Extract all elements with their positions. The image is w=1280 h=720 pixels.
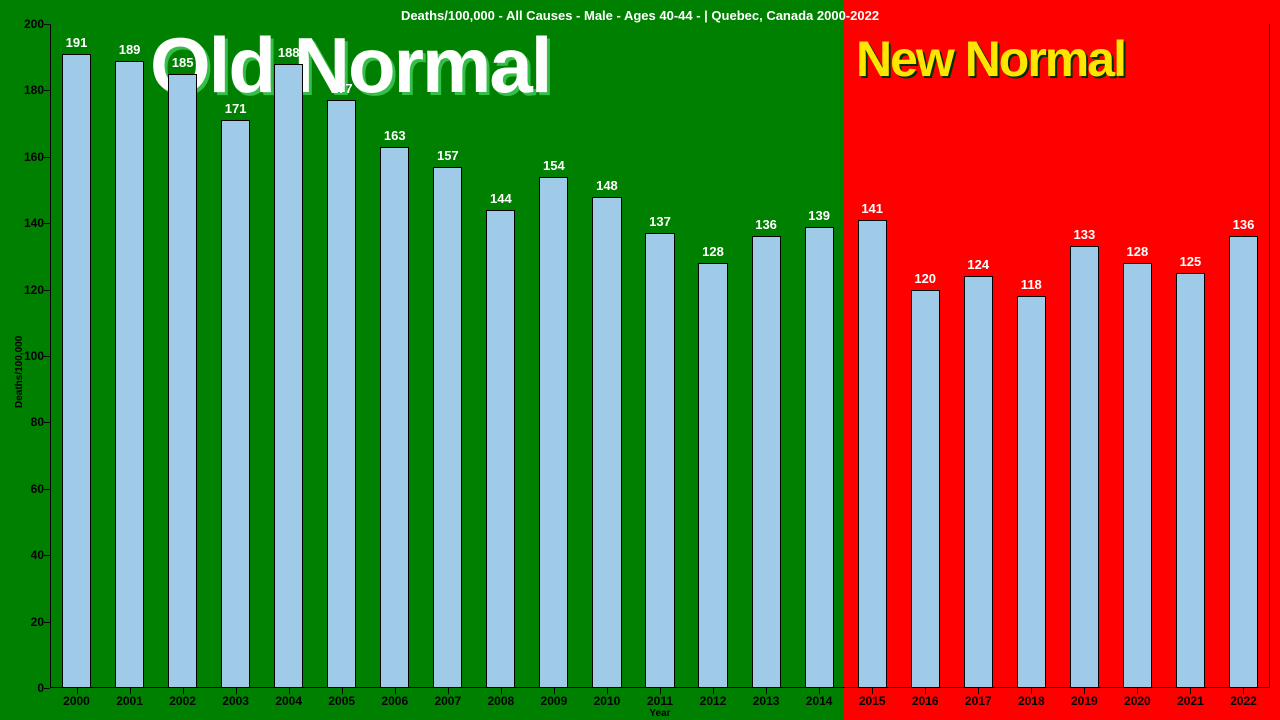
x-tick-label: 2021 bbox=[1177, 688, 1204, 708]
bar bbox=[592, 197, 621, 688]
bar bbox=[486, 210, 515, 688]
bar bbox=[433, 167, 462, 688]
bar bbox=[964, 276, 993, 688]
bar bbox=[1176, 273, 1205, 688]
bar-value-label: 128 bbox=[702, 244, 724, 259]
bar-value-label: 120 bbox=[914, 271, 936, 286]
bar bbox=[168, 74, 197, 688]
bar-value-label: 128 bbox=[1127, 244, 1149, 259]
y-tick-label: 200 bbox=[24, 17, 50, 31]
bar bbox=[752, 236, 781, 688]
bar-value-label: 163 bbox=[384, 128, 406, 143]
y-tick-label: 100 bbox=[24, 349, 50, 363]
x-tick-label: 2017 bbox=[965, 688, 992, 708]
x-tick-label: 2016 bbox=[912, 688, 939, 708]
y-tick-label: 140 bbox=[24, 216, 50, 230]
bar-value-label: 185 bbox=[172, 55, 194, 70]
bar bbox=[1017, 296, 1046, 688]
x-tick-label: 2022 bbox=[1230, 688, 1257, 708]
bar bbox=[539, 177, 568, 688]
x-tick-label: 2006 bbox=[381, 688, 408, 708]
bar-value-label: 136 bbox=[1233, 217, 1255, 232]
y-tick-label: 160 bbox=[24, 150, 50, 164]
bar-value-label: 144 bbox=[490, 191, 512, 206]
bar bbox=[115, 61, 144, 688]
x-tick-label: 2001 bbox=[116, 688, 143, 708]
bar-value-label: 189 bbox=[119, 42, 141, 57]
y-axis bbox=[50, 24, 51, 688]
x-tick-label: 2009 bbox=[541, 688, 568, 708]
bar bbox=[62, 54, 91, 688]
x-tick-label: 2014 bbox=[806, 688, 833, 708]
x-tick-label: 2005 bbox=[328, 688, 355, 708]
y-tick-label: 120 bbox=[24, 283, 50, 297]
bar-value-label: 148 bbox=[596, 178, 618, 193]
x-tick-label: 2012 bbox=[700, 688, 727, 708]
y-tick-label: 60 bbox=[31, 482, 50, 496]
plot-area: 020406080100120140160180200Deaths/100,00… bbox=[50, 24, 1270, 688]
y-tick-label: 40 bbox=[31, 548, 50, 562]
y-tick-label: 180 bbox=[24, 83, 50, 97]
x-tick-label: 2000 bbox=[63, 688, 90, 708]
bar-value-label: 154 bbox=[543, 158, 565, 173]
bar-value-label: 125 bbox=[1180, 254, 1202, 269]
x-tick-label: 2020 bbox=[1124, 688, 1151, 708]
bar-value-label: 124 bbox=[967, 257, 989, 272]
x-tick-label: 2010 bbox=[594, 688, 621, 708]
bar bbox=[698, 263, 727, 688]
bar bbox=[327, 100, 356, 688]
bar-value-label: 137 bbox=[649, 214, 671, 229]
bar-value-label: 177 bbox=[331, 81, 353, 96]
bar bbox=[380, 147, 409, 688]
x-tick-label: 2002 bbox=[169, 688, 196, 708]
x-tick-label: 2013 bbox=[753, 688, 780, 708]
bar-value-label: 141 bbox=[861, 201, 883, 216]
x-tick-label: 2004 bbox=[275, 688, 302, 708]
y-axis-right bbox=[1269, 24, 1270, 688]
bar bbox=[1229, 236, 1258, 688]
bar bbox=[1123, 263, 1152, 688]
bar bbox=[1070, 246, 1099, 688]
x-tick-label: 2018 bbox=[1018, 688, 1045, 708]
bar-value-label: 139 bbox=[808, 208, 830, 223]
x-tick-label: 2015 bbox=[859, 688, 886, 708]
bar-value-label: 157 bbox=[437, 148, 459, 163]
x-tick-label: 2007 bbox=[434, 688, 461, 708]
y-tick-label: 20 bbox=[31, 615, 50, 629]
bar bbox=[274, 64, 303, 688]
bar bbox=[911, 290, 940, 688]
y-axis-label: Deaths/100,000 bbox=[14, 336, 25, 408]
x-tick-label: 2019 bbox=[1071, 688, 1098, 708]
bar-value-label: 171 bbox=[225, 101, 247, 116]
x-tick-label: 2008 bbox=[488, 688, 515, 708]
y-tick-label: 0 bbox=[37, 681, 50, 695]
bar-value-label: 191 bbox=[66, 35, 88, 50]
y-tick-label: 80 bbox=[31, 415, 50, 429]
bar-value-label: 188 bbox=[278, 45, 300, 60]
x-tick-label: 2003 bbox=[222, 688, 249, 708]
x-axis-label: Year bbox=[50, 708, 1270, 719]
bar-value-label: 136 bbox=[755, 217, 777, 232]
bar-value-label: 118 bbox=[1021, 277, 1042, 292]
bar bbox=[805, 227, 834, 688]
x-tick-label: 2011 bbox=[647, 688, 673, 708]
bar bbox=[221, 120, 250, 688]
bar bbox=[858, 220, 887, 688]
bar bbox=[645, 233, 674, 688]
bar-value-label: 133 bbox=[1073, 227, 1095, 242]
